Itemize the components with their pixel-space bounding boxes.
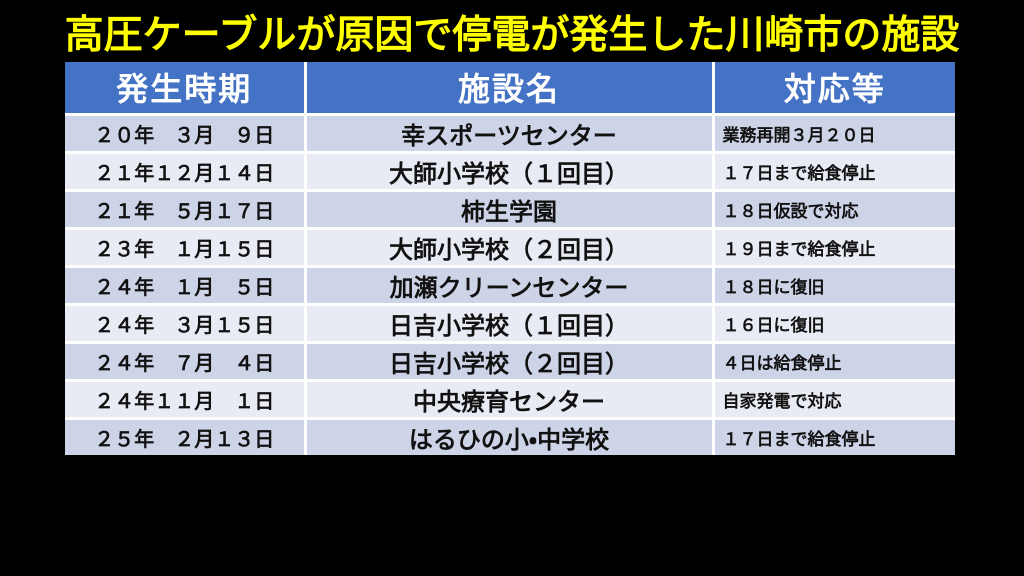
page-title: 高圧ケーブルが原因で停電が発生した川崎市の施設 [64,14,960,57]
cell-facility: はるひの小・中学校 [303,416,715,455]
cell-facility: 幸スポーツセンター [303,112,715,154]
cell-response: １６日に復旧 [711,302,955,344]
cell-date: ２５年 ２月１３日 [65,416,307,455]
cell-facility: 加瀬クリーンセンター [303,264,715,306]
column-header-response: 対応等 [711,62,955,116]
table-row: ２５年 ２月１３日 はるひの小・中学校 １７日まで給食停止 [65,416,955,455]
table-header-row: 発生時期 施設名 対応等 [65,62,955,116]
table-row: ２４年１１月 １日 中央療育センター 自家発電で対応 [65,378,955,420]
cell-date: ２１年１２月１４日 [65,150,307,192]
cell-response: １７日まで給食停止 [711,416,955,455]
table-row: ２０年 ３月 ９日 幸スポーツセンター 業務再開３月２０日 [65,112,955,154]
cell-date: ２３年 １月１５日 [65,226,307,268]
table-row: ２１年 ５月１７日 柿生学園 １８日仮設で対応 [65,188,955,230]
cell-facility: 大師小学校（１回目） [303,150,715,192]
column-header-date: 発生時期 [65,62,307,116]
cell-date: ２４年 ７月 ４日 [65,340,307,382]
cell-facility: 日吉小学校（２回目） [303,340,715,382]
cell-response: ４日は給食停止 [711,340,955,382]
cell-date: ２４年 ３月１５日 [65,302,307,344]
table-row: ２３年 １月１５日 大師小学校（２回目） １９日まで給食停止 [65,226,955,268]
cell-date: ２０年 ３月 ９日 [65,112,307,154]
cell-response: １７日まで給食停止 [711,150,955,192]
cell-response: １９日まで給食停止 [711,226,955,268]
cell-date: ２４年 １月 ５日 [65,264,307,306]
table-row: ２１年１２月１４日 大師小学校（１回目） １７日まで給食停止 [65,150,955,192]
cell-date: ２４年１１月 １日 [65,378,307,420]
cell-response: 自家発電で対応 [711,378,955,420]
table-row: ２４年 ７月 ４日 日吉小学校（２回目） ４日は給食停止 [65,340,955,382]
cell-response: 業務再開３月２０日 [711,112,955,154]
table-row: ２４年 １月 ５日 加瀬クリーンセンター １８日に復旧 [65,264,955,306]
cell-date: ２１年 ５月１７日 [65,188,307,230]
outage-table: 発生時期 施設名 対応等 ２０年 ３月 ９日 幸スポーツセンター 業務再開３月２０日… [65,62,955,455]
cell-response: １８日に復旧 [711,264,955,306]
column-header-facility: 施設名 [303,62,715,116]
cell-facility: 大師小学校（２回目） [303,226,715,268]
table-body: ２０年 ３月 ９日 幸スポーツセンター 業務再開３月２０日 ２１年１２月１４日 大師小学… [65,112,955,455]
cell-facility: 中央療育センター [303,378,715,420]
cell-facility: 柿生学園 [303,188,715,230]
cell-response: １８日仮設で対応 [711,188,955,230]
cell-facility: 日吉小学校（１回目） [303,302,715,344]
table-row: ２４年 ３月１５日 日吉小学校（１回目） １６日に復旧 [65,302,955,344]
